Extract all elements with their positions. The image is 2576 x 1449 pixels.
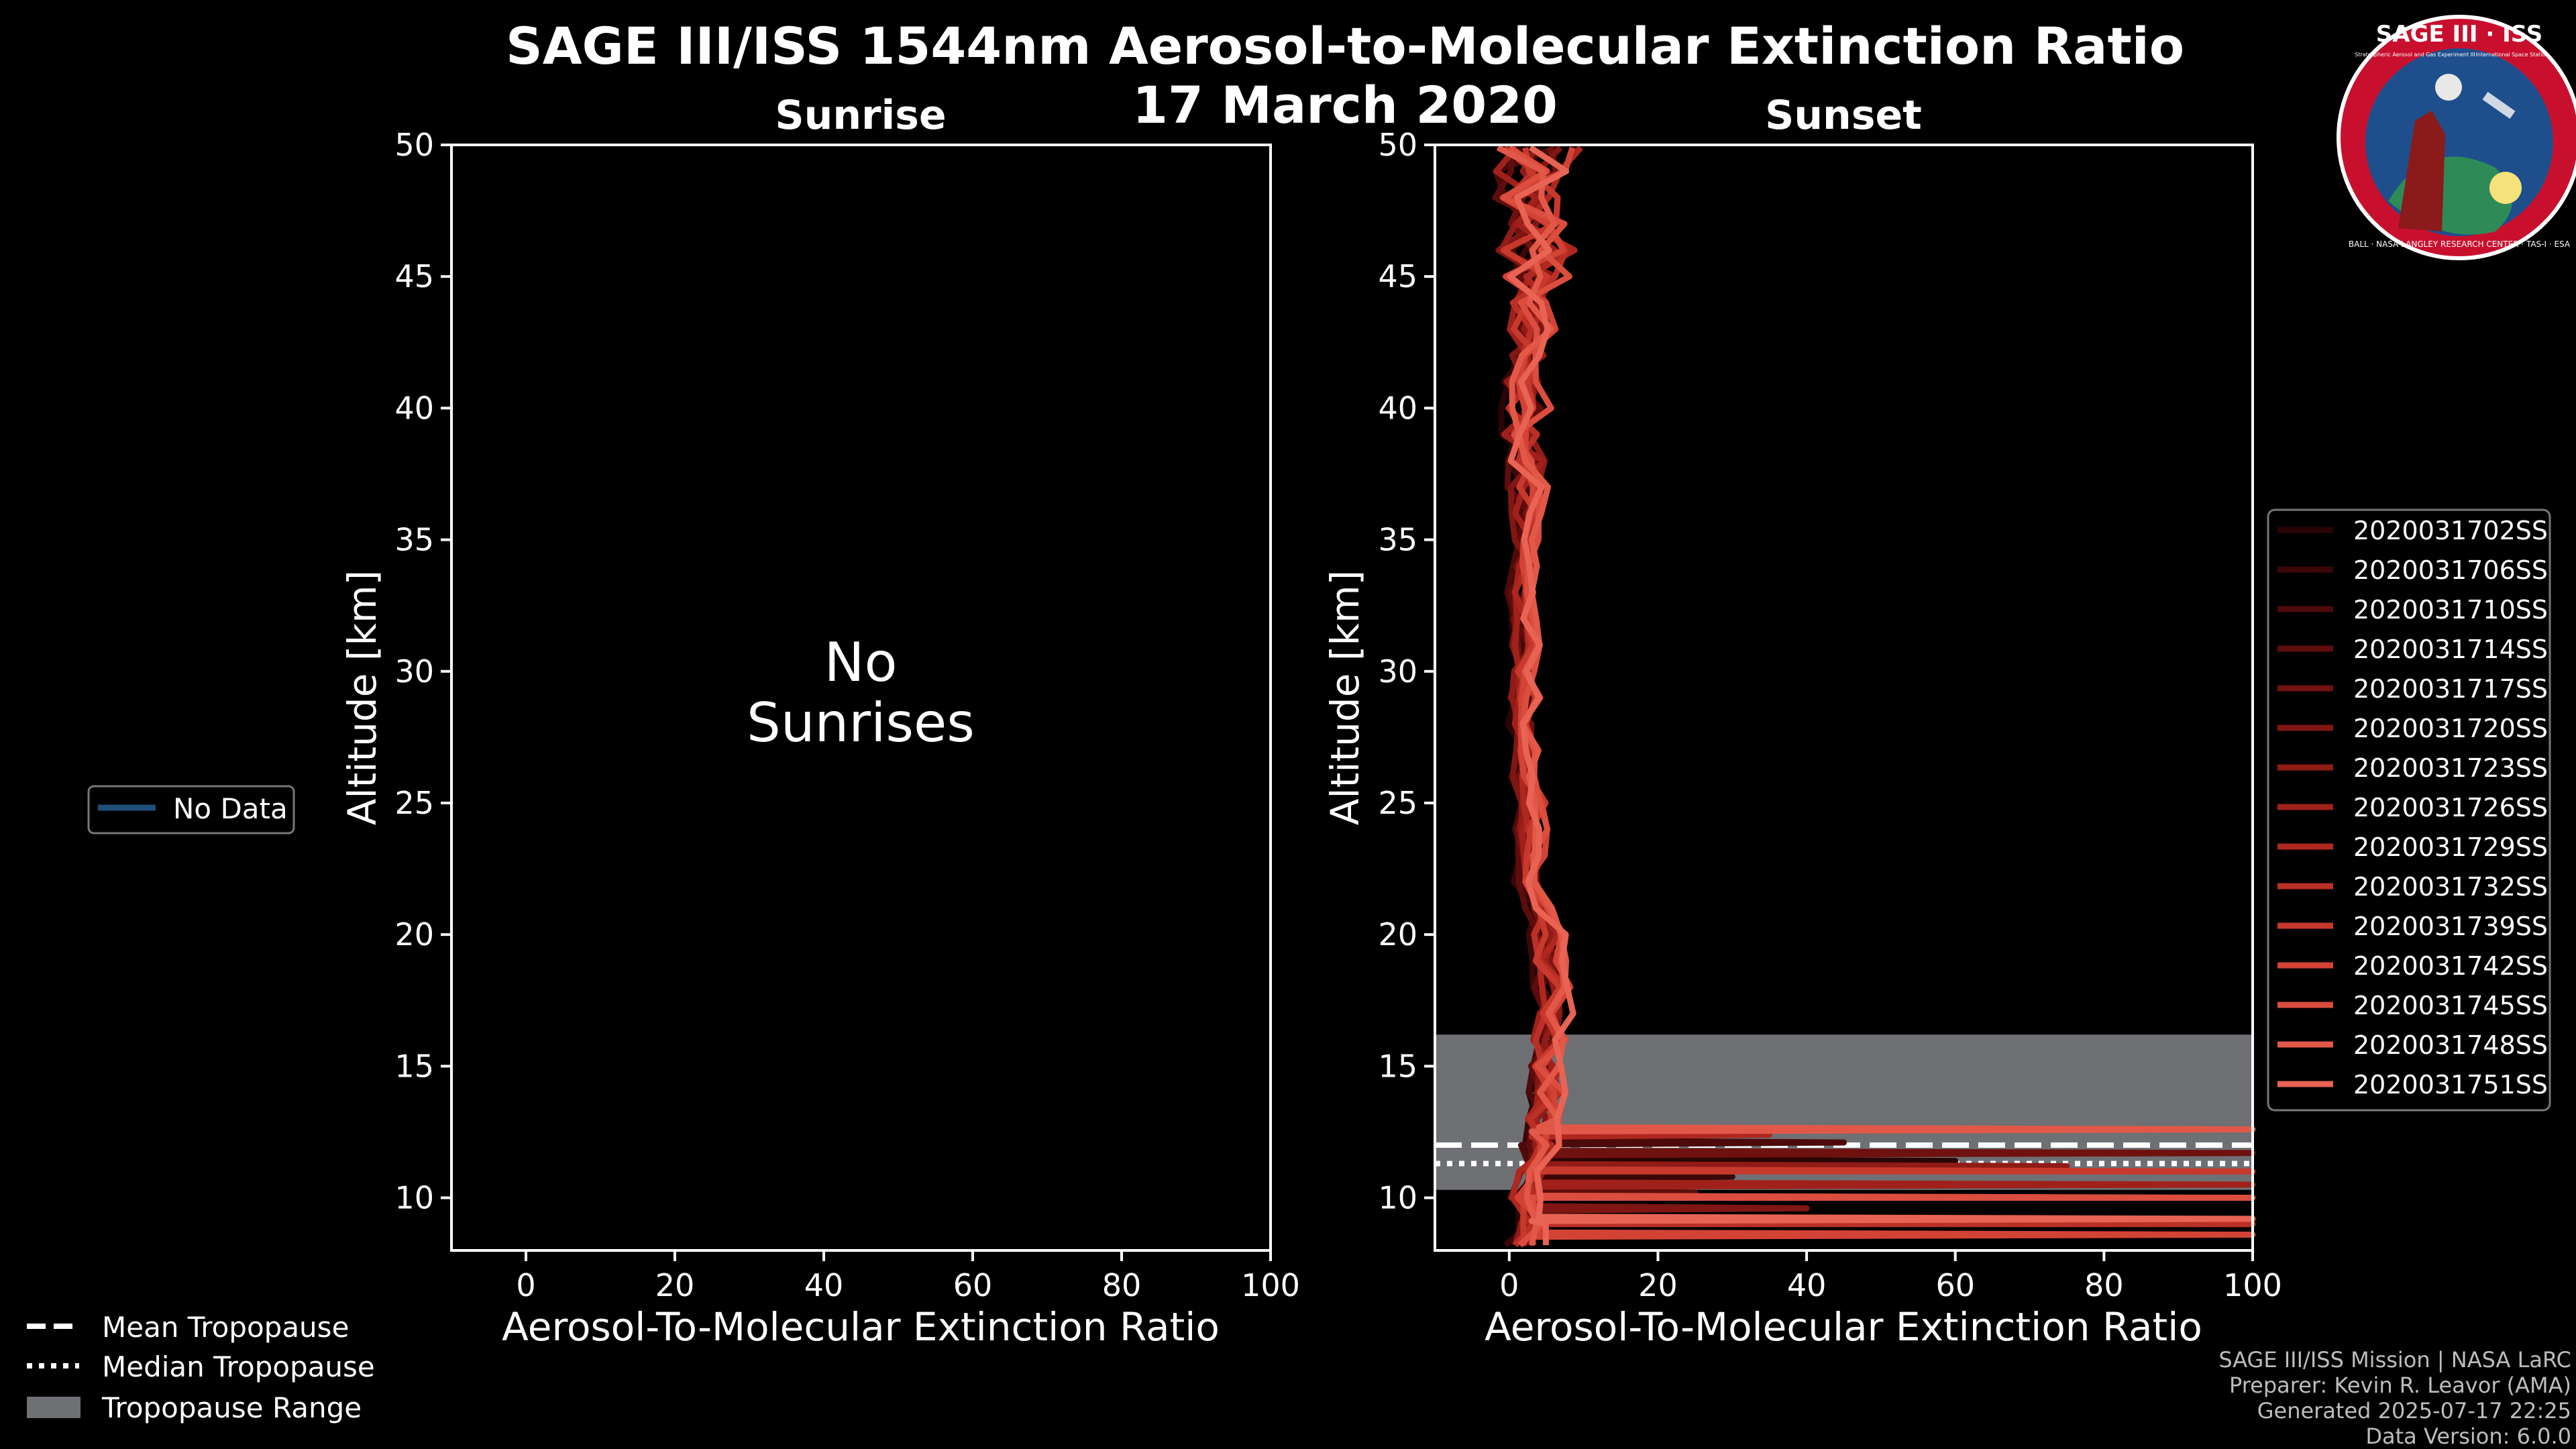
legend-label-2020031751SS: 2020031751SS [2353,1070,2548,1099]
logo-sun-icon [2489,172,2522,204]
legend-label-2020031717SS: 2020031717SS [2353,674,2548,704]
sunrise-panel: No Sunrises Aerosol-To-Molecular Extinct… [339,144,1272,1350]
figure-subtitle-date: 17 March 2020 [1132,75,1558,135]
sunset-x-label: Aerosol-To-Molecular Extinction Ratio [1485,1304,2202,1350]
sunrise-x-tick-label: 0 [516,1267,535,1303]
sunset-y-tick-label: 20 [1378,916,1417,953]
footer-preparer: Preparer: Kevin R. Leavor (AMA) [2229,1373,2571,1398]
sunrise-y-tick-label: 10 [394,1180,434,1216]
tropopause-range-label: Tropopause Range [101,1391,362,1424]
mission-logo: SAGE III · ISS Stratospheric Aerosol and… [2337,15,2576,260]
sunset-x-tick-label: 60 [1935,1267,1975,1303]
no-data-label: No Data [173,792,288,825]
sunrise-x-tick-label: 100 [1241,1267,1300,1303]
sunrise-y-tick-label: 50 [394,127,434,163]
sunrise-y-tick-label: 20 [394,916,434,953]
sunset-x-tick-label: 100 [2223,1267,2282,1303]
sunset-x-tick-label: 20 [1638,1267,1678,1303]
sunset-legend: 2020031702SS 2020031706SS 2020031710SS 2020… [2267,508,2551,1112]
legend-label-2020031748SS: 2020031748SS [2353,1030,2548,1060]
legend-label-2020031720SS: 2020031720SS [2353,714,2548,743]
legend-label-2020031726SS: 2020031726SS [2353,793,2548,822]
legend-label-2020031710SS: 2020031710SS [2353,595,2548,625]
sunrise-x-tick-label: 20 [655,1267,695,1303]
sunset-panel-title: Sunset [1765,92,1922,139]
legend-label-2020031729SS: 2020031729SS [2353,833,2548,862]
legend-label-2020031714SS: 2020031714SS [2353,635,2548,664]
legend-label-2020031742SS: 2020031742SS [2353,951,2548,981]
footer-mission: SAGE III/ISS Mission | NASA LaRC [2218,1347,2571,1373]
sunrise-x-tick-label: 80 [1102,1267,1142,1303]
profile-2020031751SS [1507,145,2256,1246]
logo-subtitle-right: International Space Station [2476,52,2549,58]
footer-credits: SAGE III/ISS Mission | NASA LaRC Prepare… [2218,1347,2571,1449]
sunrise-panel-title: Sunrise [775,92,946,139]
logo-astronomer-icon [2398,111,2445,231]
sunrise-y-tick-label: 45 [394,258,434,294]
sunset-panel: Aerosol-To-Molecular Extinction Ratio Al… [1322,144,2256,1350]
sunset-y-tick-label: 30 [1378,653,1417,690]
logo-subtitle-left: Stratospheric Aerosol and Gas Experiment… [2355,52,2475,58]
legend-label-2020031723SS: 2020031723SS [2353,753,2548,783]
legend-label-2020031732SS: 2020031732SS [2353,872,2548,902]
footer-generated: Generated 2025-07-17 22:25 [2257,1398,2571,1424]
tropopause-range-swatch [27,1397,80,1418]
sunrise-x-tick-label: 40 [804,1267,844,1303]
sunrise-y-tick-label: 30 [394,653,434,690]
no-sunrises-line2: Sunrises [747,692,975,754]
footer-version: Data Version: 6.0.0 [2365,1424,2571,1449]
sunset-x-tick-label: 40 [1787,1267,1827,1303]
figure-title: SAGE III/ISS 1544nm Aerosol-to-Molecular… [506,16,2184,76]
sunrise-y-tick-label: 15 [394,1048,434,1084]
sunset-x-tick-label: 0 [1499,1267,1519,1303]
mean-tropopause-label: Mean Tropopause [102,1311,349,1344]
legend-label-2020031745SS: 2020031745SS [2353,991,2548,1020]
logo-ring-text: BALL · NASA LANGLEY RESEARCH CENTER · TA… [2349,239,2571,249]
sunrise-x-tick-label: 60 [953,1267,993,1303]
sunset-y-tick-label: 40 [1378,390,1417,426]
profile-2020031748SS [1496,144,2256,1246]
sunset-y-tick-label: 45 [1378,258,1417,294]
sunset-plot-frame [1434,144,2254,1252]
logo-station-icon [2482,91,2516,119]
median-tropopause-label: Median Tropopause [102,1350,375,1383]
no-sunrises-line1: No [824,631,898,694]
sunset-y-tick-label: 10 [1378,1180,1417,1216]
sunrise-y-tick-label: 40 [394,390,434,426]
sunset-y-tick-label: 50 [1378,127,1417,163]
legend-label-2020031706SS: 2020031706SS [2353,555,2548,585]
axis-ticks: 0 20 40 60 80 100 10 15 20 25 30 35 40 45 50 0 20 40 60 80 1… [394,127,2282,1303]
sunrise-x-label: Aerosol-To-Molecular Extinction Ratio [502,1304,1220,1350]
legend-label-2020031739SS: 2020031739SS [2353,912,2548,941]
sunrise-plot-area [450,144,1272,1252]
legend-label-2020031702SS: 2020031702SS [2353,516,2548,545]
sunset-y-label: Altitude [km] [1322,570,1368,825]
sunrise-y-tick-label: 35 [394,522,434,558]
sunset-y-tick-label: 15 [1378,1048,1417,1084]
sunset-y-tick-label: 35 [1378,522,1417,558]
sunrise-y-tick-label: 25 [394,785,434,821]
sunset-profiles [1492,144,2256,1248]
no-data-legend: No Data [87,785,295,835]
logo-moon-icon [2435,74,2462,101]
sunset-legend-box [2267,508,2551,1112]
sunset-y-tick-label: 25 [1378,785,1417,821]
logo-title: SAGE III · ISS [2376,21,2542,48]
no-data-legend-box [87,785,295,835]
tropopause-legend: Mean Tropopause Median Tropopause Tropop… [27,1311,375,1424]
sunrise-y-label: Altitude [km] [339,570,385,825]
sunset-x-tick-label: 80 [2084,1267,2124,1303]
